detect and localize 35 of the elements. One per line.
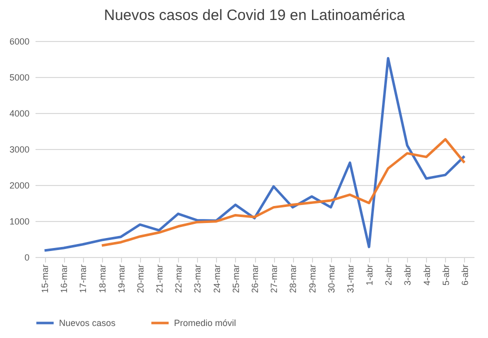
chart-title: Nuevos casos del Covid 19 en Latinoamérica (104, 7, 406, 24)
y-tick-label: 3000 (9, 144, 30, 154)
x-tick-label: 1-abr (364, 264, 375, 286)
legend-label: Nuevos casos (59, 318, 116, 328)
x-tick-label: 17-mar (78, 264, 88, 294)
y-tick-label: 2000 (9, 180, 30, 190)
x-tick-label: 24-mar (212, 264, 222, 294)
x-tick-label: 26-mar (250, 264, 260, 294)
x-tick-label: 2-abr (384, 264, 394, 286)
y-tick-label: 5000 (9, 72, 30, 82)
x-tick-label: 19-mar (116, 264, 126, 294)
x-tick-label: 22-mar (174, 264, 184, 294)
x-tick-label: 31-mar (345, 264, 356, 294)
x-tick-label: 20-mar (135, 264, 146, 294)
y-tick-label: 0 (24, 252, 30, 262)
y-tick-label: 6000 (9, 36, 30, 46)
x-tick-label: 15-mar (40, 264, 50, 294)
x-tick-label: 23-mar (192, 264, 203, 294)
x-tick-label: 16-mar (59, 264, 70, 294)
x-tick-label: 29-mar (307, 264, 318, 294)
legend-label: Promedio móvil (174, 318, 236, 328)
x-tick-label: 3-abr (402, 264, 413, 286)
x-tick-label: 21-mar (154, 264, 165, 294)
y-tick-label: 4000 (9, 108, 30, 118)
line-series (100, 138, 466, 247)
x-tick-label: 28-mar (288, 264, 298, 294)
x-tick-label: 18-mar (97, 264, 108, 294)
x-tick-label: 30-mar (326, 264, 336, 294)
x-tick-label: 25-mar (230, 264, 241, 294)
x-tick-label: 27-mar (269, 264, 280, 294)
x-tick-label: 5-abr (440, 264, 451, 286)
x-tick-label: 6-abr (460, 264, 470, 286)
x-tick-label: 4-abr (422, 264, 432, 286)
y-tick-label: 1000 (9, 216, 30, 226)
line-series (43, 57, 466, 252)
